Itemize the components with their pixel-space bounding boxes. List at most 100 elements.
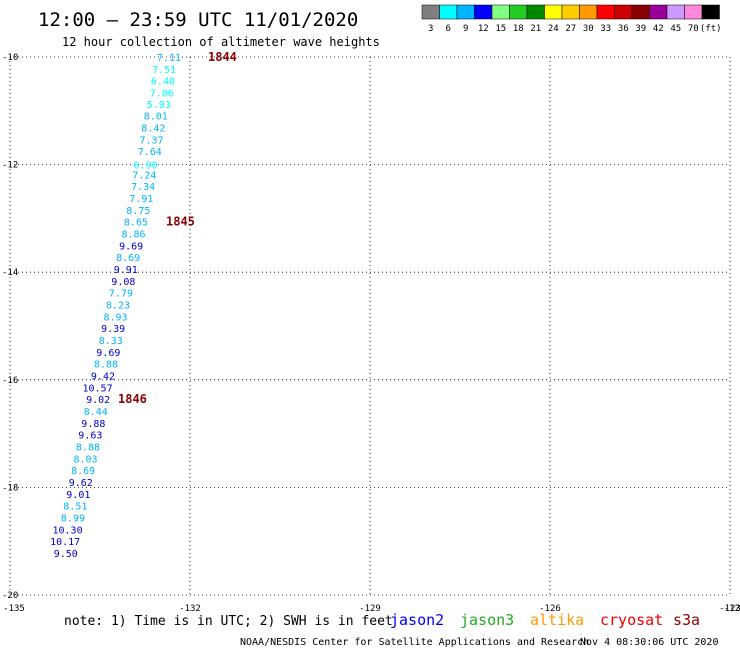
y-tick-label: -14 <box>2 268 18 278</box>
swh-point-label: 7.24 <box>132 170 156 181</box>
swh-point-label: 8.93 <box>104 312 128 323</box>
color-scale-label: 30 <box>583 24 594 34</box>
legend-entry-jason2: jason2 <box>390 611 444 629</box>
swh-point-label: 8.88 <box>94 360 118 371</box>
swh-point-label: 9.08 <box>111 277 135 288</box>
color-scale-label: 24 <box>548 24 559 34</box>
swh-point-label: 8.69 <box>116 253 140 264</box>
color-scale-label: 9 <box>463 24 468 34</box>
color-scale-label: 6 <box>446 24 451 34</box>
swh-point-label: 7.91 <box>129 194 153 205</box>
x-tick-label: -135 <box>3 604 25 614</box>
swh-point-label: 8.99 <box>61 514 85 525</box>
swh-point-label: 9.91 <box>114 265 138 276</box>
swh-point-label: 6.90 <box>134 161 158 172</box>
swh-point-label: 8.65 <box>124 218 148 229</box>
color-scale-label: 70 <box>688 24 699 34</box>
color-swatch-3 <box>474 4 493 20</box>
time-labels: 1844 1845 1846 <box>118 50 237 406</box>
color-scale-legend: 3 6 9 12 15 18 21 24 27 30 33 36 39 42 45 70 (ft) <box>421 4 722 34</box>
color-scale-label: (ft) <box>700 24 722 34</box>
color-swatch-1 <box>439 4 458 20</box>
swh-point-label: 9.69 <box>96 348 120 359</box>
swh-point-label: 9.39 <box>101 324 125 335</box>
color-swatch-12 <box>631 4 650 20</box>
color-scale-label: 27 <box>565 24 576 34</box>
swh-point-label: 6.40 <box>151 77 175 88</box>
swh-point-label: 8.86 <box>122 229 146 240</box>
y-tick-label: -10 <box>2 53 18 63</box>
swh-point-label: 8.75 <box>126 206 150 217</box>
color-swatch-14 <box>666 4 685 20</box>
x-tick-label: -129 <box>359 604 381 614</box>
color-swatch-9 <box>579 4 598 20</box>
color-scale-label: 39 <box>635 24 646 34</box>
chart-title: 12:00 — 23:59 UTC 11/01/2020 <box>38 9 358 31</box>
x-tick-label: -123 <box>719 604 740 614</box>
color-swatch-2 <box>456 4 475 20</box>
swh-point-label: 8.01 <box>144 112 168 123</box>
swh-point-label: 9.62 <box>69 478 93 489</box>
color-scale-label: 42 <box>653 24 664 34</box>
swh-point-label: 8.69 <box>71 466 95 477</box>
swh-point-label: 9.50 <box>54 549 78 560</box>
generated-timestamp: Nov 4 08:30:06 UTC 2020 <box>580 637 718 648</box>
color-scale-label: 36 <box>618 24 629 34</box>
y-tick-label: -12 <box>2 161 18 171</box>
swh-point-label: 8.88 <box>76 443 100 454</box>
color-scale-label: 45 <box>670 24 681 34</box>
color-scale-label: 21 <box>530 24 541 34</box>
legend-entry-jason3: jason3 <box>460 611 514 629</box>
y-tick-label: -16 <box>2 376 18 386</box>
time-label: 1844 <box>208 50 237 64</box>
color-swatch-16 <box>701 4 720 20</box>
swh-point-label: 7.51 <box>152 65 176 76</box>
color-swatch-6 <box>526 4 545 20</box>
credit-text: NOAA/NESDIS Center for Satellite Applica… <box>240 637 589 648</box>
time-label: 1845 <box>166 215 195 229</box>
color-swatch-13 <box>649 4 668 20</box>
swh-data-labels: 7.117.516.407.065.938.018.427.377.64 6.90… <box>50 53 181 560</box>
swh-point-label: 7.34 <box>131 182 155 193</box>
swh-point-label: 7.37 <box>140 135 164 146</box>
swh-point-label: 9.69 <box>119 241 143 252</box>
color-swatch-0 <box>421 4 440 20</box>
color-swatch-11 <box>614 4 633 20</box>
satellite-legend: jason2 jason3 altika cryosat s3a <box>390 611 700 629</box>
units-note: note: 1) Time is in UTC; 2) SWH is in fe… <box>64 614 393 629</box>
swh-point-label: 7.79 <box>109 289 133 300</box>
x-tick-label: -132 <box>179 604 201 614</box>
color-swatch-15 <box>684 4 703 20</box>
swh-point-label: 10.17 <box>50 537 80 548</box>
swh-point-label: 10.57 <box>82 383 112 394</box>
swh-point-label: 9.88 <box>81 419 105 430</box>
color-scale-label: 12 <box>478 24 489 34</box>
swh-point-label: 7.64 <box>138 147 162 158</box>
color-swatch-10 <box>596 4 615 20</box>
swh-point-label: 10.30 <box>52 525 82 536</box>
color-scale-label: 18 <box>513 24 524 34</box>
swh-point-label: 8.42 <box>141 123 165 134</box>
axis-ticks: -10-12-14-16-18-20-135 -132 -129 -126 -123-1… <box>2 53 740 614</box>
swh-point-label: 8.03 <box>74 454 98 465</box>
swh-point-label: 7.06 <box>150 89 174 100</box>
y-tick-label: -20 <box>2 591 18 601</box>
x-tick-label: -12 <box>724 604 740 614</box>
map-grid <box>9 56 731 596</box>
swh-point-label: 8.33 <box>99 336 123 347</box>
color-swatch-5 <box>509 4 528 20</box>
color-swatch-8 <box>561 4 580 20</box>
color-scale-label: 3 <box>428 24 433 34</box>
color-scale-label: 33 <box>600 24 611 34</box>
swh-point-label: 8.23 <box>106 300 130 311</box>
swh-point-label: 7.11 <box>157 53 181 64</box>
swh-point-label: 5.93 <box>147 100 171 111</box>
legend-entry-altika: altika <box>530 611 584 629</box>
color-swatch-7 <box>544 4 563 20</box>
swh-point-label: 9.63 <box>78 431 102 442</box>
swh-point-label: 8.44 <box>84 407 108 418</box>
legend-entry-cryosat: cryosat <box>600 611 663 629</box>
swh-point-label: 8.51 <box>63 502 87 513</box>
